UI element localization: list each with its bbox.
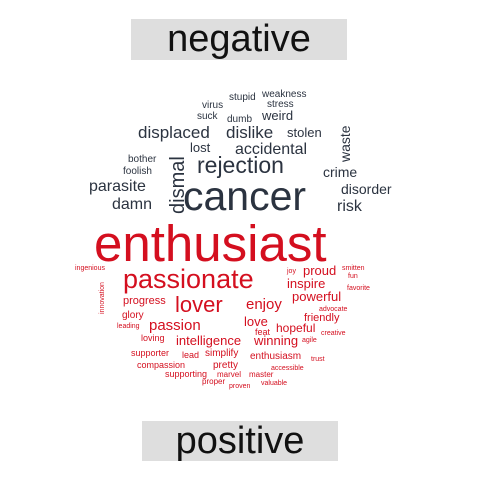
word-positive: love (244, 314, 268, 329)
word-positive: progress (123, 295, 166, 307)
word-positive: winning (253, 333, 298, 348)
word-positive: supporting (165, 369, 207, 379)
word-positive: passion (149, 317, 201, 334)
word-positive: proud (303, 263, 336, 278)
word-negative: stupid (229, 92, 256, 103)
word-positive: agile (302, 337, 317, 344)
word-positive: master (249, 370, 274, 379)
word-positive: accessible (271, 365, 304, 372)
word-negative: weakness (261, 89, 306, 100)
word-positive: trust (311, 356, 325, 363)
word-negative: parasite (89, 178, 146, 195)
word-positive: friendly (304, 312, 340, 324)
word-positive: marvel (217, 370, 241, 379)
word-positive: lover (175, 292, 223, 317)
word-positive: simplify (205, 348, 238, 359)
word-positive: passionate (123, 264, 254, 294)
word-negative: rejection (197, 152, 284, 178)
word-positive: leading (117, 323, 140, 330)
word-positive: enthusiast (94, 215, 327, 272)
word-negative: suck (197, 111, 219, 122)
word-positive: loving (141, 333, 165, 343)
word-negative: displaced (138, 123, 210, 142)
word-negative: bother (128, 154, 157, 165)
word-positive: valuable (261, 380, 287, 387)
word-positive: innovation (99, 282, 106, 314)
word-positive: inspire (287, 276, 325, 291)
word-negative: weird (261, 108, 293, 123)
word-positive: enthusiasm (250, 351, 301, 362)
word-positive: smitten (342, 265, 365, 272)
word-positive: supporter (131, 348, 169, 358)
word-positive: joy (286, 268, 296, 275)
word-positive: compassion (137, 360, 185, 370)
word-positive: feat (255, 327, 271, 337)
word-negative: risk (337, 198, 363, 215)
negative-label: negative (131, 18, 347, 60)
word-negative: damn (112, 196, 152, 213)
word-positive: hopeful (276, 321, 315, 335)
word-positive: enjoy (246, 296, 282, 313)
word-negative: foolish (123, 166, 152, 177)
word-positive: pretty (213, 360, 238, 371)
word-negative: accidental (235, 141, 307, 158)
word-negative: lost (190, 140, 211, 155)
word-negative: dislike (226, 123, 273, 142)
positive-label: positive (142, 420, 338, 462)
word-positive: proper (202, 377, 225, 386)
word-positive: ingenious (75, 265, 105, 272)
word-positive: proven (229, 383, 251, 390)
word-negative: dumb (227, 114, 252, 125)
word-positive: lead (182, 350, 199, 360)
word-negative: cancer (183, 173, 306, 219)
word-negative: disorder (341, 181, 392, 197)
word-positive: fun (348, 273, 358, 280)
word-positive: powerful (292, 289, 341, 304)
word-negative: waste (337, 125, 353, 163)
word-negative: crime (323, 164, 357, 180)
word-positive: intelligence (176, 333, 241, 348)
word-positive: glory (122, 310, 144, 321)
word-negative: stolen (287, 125, 322, 140)
word-negative: virus (202, 100, 223, 111)
word-negative: dismal (167, 156, 189, 214)
word-negative: stress (267, 99, 294, 110)
word-positive: favorite (347, 285, 370, 292)
word-positive: creative (321, 330, 346, 337)
word-positive: advocate (319, 306, 348, 313)
